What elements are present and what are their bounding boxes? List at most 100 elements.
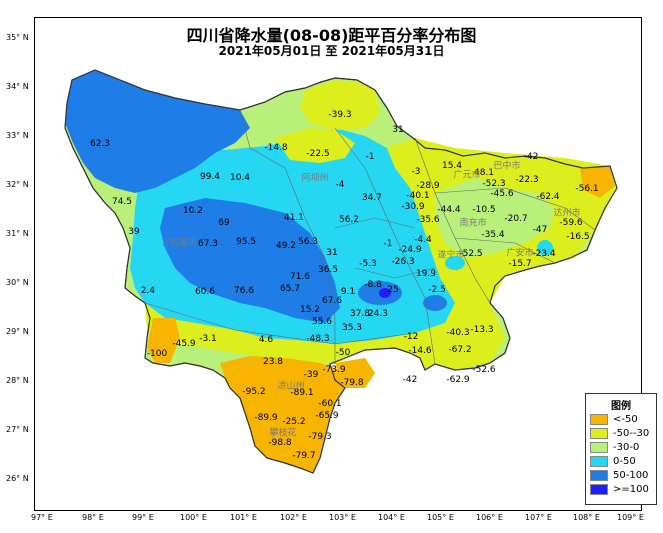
station-value: 10.2 — [182, 206, 204, 216]
city-label: 巴中市 — [493, 161, 521, 172]
station-value: -15.7 — [508, 259, 532, 269]
station-value: -1 — [365, 152, 375, 162]
station-value: 24.3 — [367, 309, 389, 319]
station-value: -4.4 — [414, 235, 432, 245]
station-value: -100 — [146, 349, 168, 359]
station-value: -45.6 — [490, 189, 514, 199]
lat-label: 31° N — [6, 229, 29, 238]
lon-label: 106° E — [476, 513, 503, 522]
lat-label: 29° N — [6, 327, 29, 336]
station-value: -25.2 — [282, 417, 306, 427]
station-value: 35.3 — [341, 323, 363, 333]
legend-label: >=100 — [613, 483, 649, 495]
station-value: -35.6 — [416, 215, 440, 225]
lat-label: 27° N — [6, 425, 29, 434]
station-value: 15.2 — [299, 305, 321, 315]
lon-label: 102° E — [280, 513, 307, 522]
station-value: 60.6 — [194, 287, 216, 297]
lon-label: 97° E — [31, 513, 53, 522]
station-value: -3 — [411, 167, 421, 177]
station-value: -8.8 — [364, 280, 382, 290]
station-value: 67.6 — [321, 296, 343, 306]
city-label: 南充市 — [459, 218, 487, 229]
station-value: -22.3 — [515, 175, 539, 185]
legend-item: -30-0 — [590, 440, 656, 454]
station-value: -40.1 — [406, 191, 430, 201]
station-value: -47 — [532, 225, 548, 235]
lat-label: 28° N — [6, 376, 29, 385]
station-value: -23.4 — [532, 249, 556, 259]
lon-label: 109° E — [617, 513, 644, 522]
station-value: 95.5 — [235, 237, 257, 247]
station-value: -22.5 — [306, 149, 330, 159]
station-value: 48.1 — [473, 168, 495, 178]
station-value: -5.3 — [359, 259, 377, 269]
station-value: 19.9 — [415, 269, 437, 279]
station-value: -45.9 — [172, 339, 196, 349]
station-value: 99.4 — [199, 172, 221, 182]
city-label: 广元市 — [453, 170, 481, 181]
station-value: -14.8 — [264, 143, 288, 153]
station-value: -42 — [523, 152, 539, 162]
station-value: 9.1 — [340, 287, 356, 297]
station-value: -89.1 — [290, 388, 314, 398]
legend-swatch — [590, 455, 608, 467]
station-value: 25 — [387, 285, 399, 295]
station-value: -89.9 — [254, 413, 278, 423]
station-value: 55.6 — [311, 317, 333, 327]
station-value: 15.4 — [441, 161, 463, 171]
station-value: 31 — [326, 248, 338, 258]
legend-item: -50--30 — [590, 426, 656, 440]
legend-swatch — [590, 441, 608, 453]
station-value: 31 — [392, 125, 404, 135]
legend-label: -30-0 — [613, 441, 640, 453]
lon-label: 104° E — [378, 513, 405, 522]
station-value: -16.5 — [566, 232, 590, 242]
legend-swatch — [590, 413, 608, 425]
legend-label: 0-50 — [613, 455, 636, 467]
lat-label: 30° N — [6, 278, 29, 287]
station-value: -13.3 — [470, 325, 494, 335]
station-value: 10.4 — [229, 173, 251, 183]
legend-item: <-50 — [590, 412, 656, 426]
lat-label: 26° N — [6, 474, 29, 483]
legend-item: 50-100 — [590, 468, 656, 482]
lat-label: 33° N — [6, 131, 29, 140]
station-value: 56.3 — [297, 237, 319, 247]
station-value: -3.1 — [199, 334, 217, 344]
station-value: 4.6 — [258, 335, 274, 345]
station-value: 69 — [218, 218, 230, 228]
station-value: -98.8 — [268, 438, 292, 448]
city-label: 凉山州 — [277, 381, 305, 392]
station-value: -95.2 — [242, 387, 266, 397]
station-value: -1 — [383, 239, 393, 249]
station-value: -62.9 — [446, 375, 470, 385]
station-value: 65.7 — [279, 284, 301, 294]
lon-label: 108° E — [573, 513, 600, 522]
station-value: -48.3 — [306, 334, 330, 344]
city-label: 遂宁市 — [437, 250, 465, 261]
station-value: -39 — [303, 370, 319, 380]
station-value: -42 — [402, 375, 418, 385]
lon-label: 101° E — [230, 513, 257, 522]
lat-label: 35° N — [6, 33, 29, 42]
station-value: 39 — [128, 227, 140, 237]
city-label: 甘孜藏族 — [160, 238, 198, 249]
legend-item: 0-50 — [590, 454, 656, 468]
station-value: -73.9 — [322, 365, 346, 375]
station-value: -44.4 — [437, 205, 461, 215]
station-value: 41.1 — [283, 213, 305, 223]
station-value: -56.1 — [575, 184, 599, 194]
station-value: -30.9 — [401, 202, 425, 212]
legend-swatch — [590, 427, 608, 439]
station-value: -35.4 — [481, 230, 505, 240]
station-value: -52.6 — [472, 365, 496, 375]
station-value: -60.1 — [318, 399, 342, 409]
legend-label: 50-100 — [613, 469, 649, 481]
station-value: 23.8 — [262, 357, 284, 367]
station-value: -26.3 — [391, 257, 415, 267]
station-value: -67.2 — [448, 345, 472, 355]
station-value: -28.9 — [416, 181, 440, 191]
lat-label: 32° N — [6, 180, 29, 189]
station-value: -40.3 — [446, 328, 470, 338]
